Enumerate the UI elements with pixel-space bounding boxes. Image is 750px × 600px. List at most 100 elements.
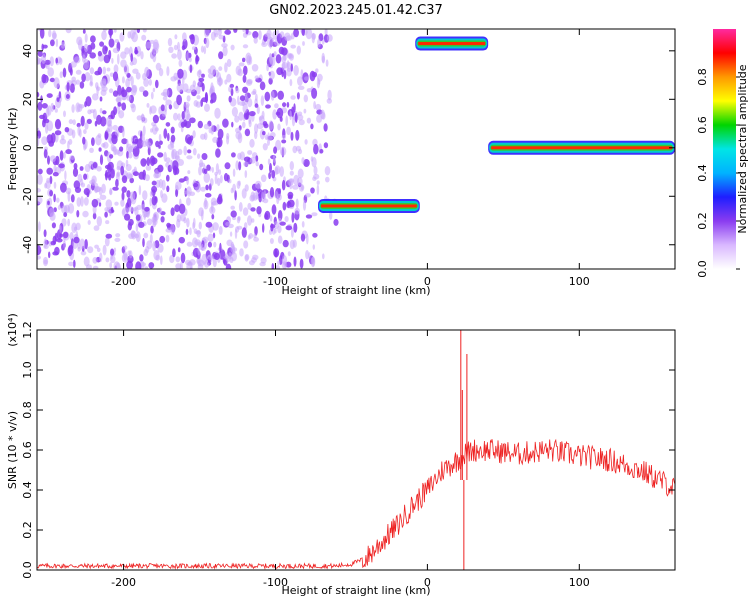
noise-speck	[101, 183, 106, 194]
noise-speck	[268, 120, 274, 131]
noise-speck	[181, 44, 186, 51]
noise-speck	[275, 265, 280, 269]
noise-speck	[198, 221, 202, 230]
noise-speck	[210, 201, 214, 213]
noise-speck	[242, 57, 246, 63]
noise-speck	[104, 237, 110, 247]
noise-speck	[49, 190, 53, 197]
noise-speck	[167, 132, 170, 142]
noise-speck	[70, 155, 75, 161]
noise-speck	[160, 216, 165, 223]
noise-speck	[251, 64, 259, 72]
snr-series	[37, 330, 675, 570]
noise-speck	[204, 193, 212, 198]
noise-speck	[192, 130, 196, 139]
noise-speck	[312, 256, 315, 267]
noise-speck	[189, 64, 193, 74]
noise-speck	[204, 103, 210, 113]
noise-speck	[323, 123, 328, 132]
noise-speck	[100, 89, 107, 96]
noise-speck	[235, 226, 240, 233]
noise-speck	[73, 180, 81, 190]
noise-speck	[184, 190, 190, 195]
noise-speck	[181, 75, 185, 86]
noise-speck	[70, 61, 77, 68]
noise-speck	[65, 149, 72, 155]
noise-speck	[247, 234, 251, 240]
x-tick-label: 100	[569, 576, 590, 589]
y-tick-label: -20	[21, 187, 34, 205]
noise-speck	[42, 119, 46, 128]
noise-speck	[188, 52, 192, 59]
noise-speck	[39, 29, 45, 39]
noise-speck	[48, 251, 51, 259]
noise-speck	[254, 226, 258, 236]
noise-speck	[243, 240, 249, 249]
noise-speck	[174, 34, 178, 40]
noise-speck	[144, 266, 149, 269]
noise-speck	[149, 190, 153, 197]
noise-speck	[320, 109, 325, 120]
noise-speck	[277, 235, 283, 244]
noise-speck	[269, 215, 273, 222]
noise-speck	[108, 38, 115, 48]
noise-speck	[59, 150, 64, 161]
noise-speck	[155, 140, 160, 148]
noise-speck	[54, 118, 62, 130]
noise-speck	[102, 66, 107, 75]
noise-speck	[50, 102, 55, 112]
noise-speck	[152, 87, 156, 93]
noise-speck	[199, 159, 204, 168]
noise-speck	[207, 68, 211, 74]
noise-speck	[151, 47, 159, 55]
noise-speck	[279, 146, 287, 156]
noise-speck	[170, 224, 175, 235]
noise-speck	[289, 178, 295, 183]
noise-speck	[130, 53, 133, 62]
noise-speck	[247, 150, 253, 155]
noise-speck	[99, 41, 105, 47]
noise-speck	[144, 206, 150, 212]
noise-speck	[143, 78, 150, 87]
noise-speck	[203, 168, 208, 174]
noise-speck	[159, 235, 166, 244]
heatmap-tracks	[318, 36, 675, 213]
noise-speck	[271, 204, 277, 215]
noise-speck	[99, 252, 103, 263]
noise-speck	[37, 188, 41, 193]
noise-speck	[161, 193, 168, 203]
noise-speck	[191, 46, 197, 51]
noise-speck	[196, 70, 202, 78]
noise-speck	[92, 257, 98, 264]
noise-speck	[186, 217, 190, 228]
noise-speck	[208, 72, 214, 79]
noise-speck	[256, 206, 262, 215]
noise-speck	[37, 101, 43, 111]
noise-speck	[210, 99, 214, 104]
noise-speck	[152, 114, 159, 124]
noise-speck	[122, 208, 126, 215]
noise-speck	[282, 201, 287, 211]
noise-speck	[60, 182, 67, 193]
noise-speck	[176, 94, 183, 106]
noise-speck	[78, 39, 83, 51]
noise-speck	[238, 161, 242, 171]
noise-speck	[250, 207, 256, 212]
noise-speck	[63, 152, 66, 159]
noise-speck	[150, 225, 154, 234]
y-tick-label: 0.0	[21, 561, 34, 579]
noise-speck	[261, 41, 268, 47]
noise-speck	[247, 202, 252, 210]
noise-speck	[293, 222, 298, 233]
noise-speck	[228, 252, 232, 260]
noise-speck	[132, 146, 140, 157]
noise-speck	[118, 110, 125, 119]
noise-speck	[171, 53, 178, 59]
noise-speck	[221, 43, 228, 48]
noise-speck	[245, 79, 253, 86]
noise-speck	[222, 46, 228, 57]
noise-speck	[304, 139, 308, 145]
noise-speck	[217, 128, 224, 140]
x-tick-label: -100	[263, 576, 288, 589]
noise-speck	[213, 241, 217, 248]
